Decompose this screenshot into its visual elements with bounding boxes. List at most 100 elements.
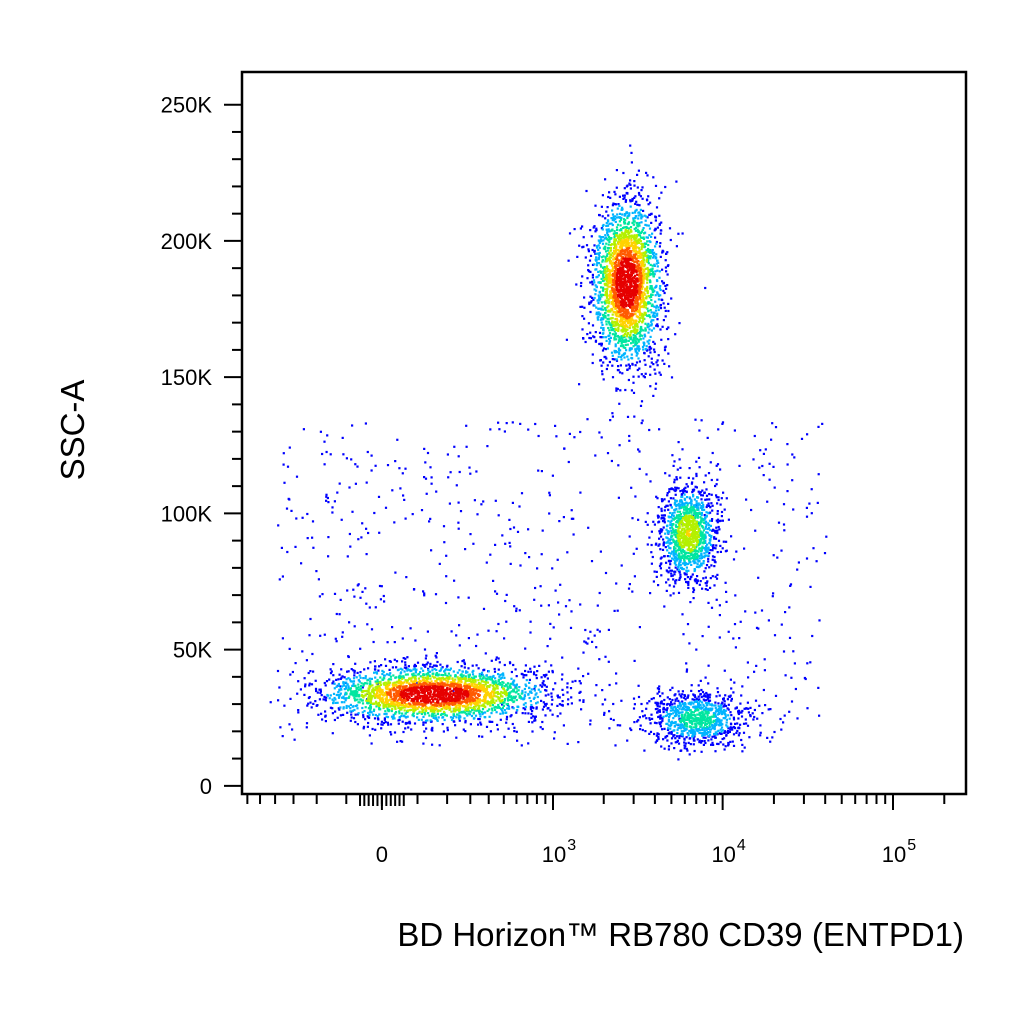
event-dot	[548, 494, 551, 497]
event-dot	[336, 701, 339, 704]
event-dot	[703, 533, 706, 536]
event-dot	[398, 678, 401, 682]
event-dot	[673, 489, 676, 492]
event-dot	[604, 178, 607, 181]
event-dot	[707, 548, 710, 551]
event-dot	[584, 256, 587, 259]
event-dot	[657, 261, 660, 264]
event-dot	[603, 237, 606, 240]
event-dot	[650, 319, 653, 322]
event-dot	[715, 710, 718, 713]
event-dot	[704, 474, 707, 477]
event-dot	[670, 506, 673, 509]
event-dot	[617, 203, 620, 206]
event-dot	[669, 703, 672, 706]
event-dot	[710, 478, 713, 482]
event-dot	[700, 564, 703, 567]
event-dot	[349, 688, 352, 691]
event-dot	[624, 200, 627, 203]
event-dot	[626, 216, 629, 220]
event-dot	[605, 250, 608, 253]
event-dot	[685, 501, 688, 504]
event-dot	[467, 676, 470, 679]
event-dot	[656, 707, 659, 710]
event-dot	[608, 317, 611, 320]
event-dot	[602, 273, 605, 276]
event-dot	[528, 696, 531, 700]
event-dot	[673, 554, 676, 557]
event-dot	[485, 674, 488, 677]
event-dot	[718, 604, 721, 607]
event-dot	[635, 332, 638, 335]
event-dot	[432, 716, 435, 719]
event-dot	[655, 722, 658, 725]
event-dot	[699, 711, 702, 714]
event-dot	[720, 497, 723, 500]
event-dot	[647, 309, 650, 313]
event-dot	[523, 694, 527, 697]
event-dot	[593, 288, 596, 291]
event-dot	[350, 458, 353, 461]
event-dot	[331, 712, 334, 715]
event-dot	[534, 586, 537, 590]
event-dot	[696, 738, 699, 741]
event-dot	[658, 690, 661, 693]
event-dot	[656, 711, 659, 714]
event-dot	[656, 269, 659, 272]
event-dot	[707, 682, 710, 685]
event-dot	[619, 218, 623, 221]
event-dot	[399, 672, 402, 675]
event-dot	[291, 728, 294, 731]
event-dot	[560, 703, 563, 706]
event-dot	[681, 562, 684, 565]
event-dot	[544, 689, 547, 692]
event-dot	[623, 194, 626, 197]
event-dot	[668, 227, 672, 230]
event-dot	[632, 345, 635, 348]
event-dot	[709, 529, 712, 532]
event-dot	[329, 672, 333, 675]
event-dot	[422, 590, 425, 593]
event-dot	[308, 634, 311, 637]
event-dot	[683, 559, 686, 562]
event-dot	[493, 670, 497, 673]
event-dot	[694, 717, 697, 720]
event-dot	[423, 594, 426, 597]
event-dot	[786, 443, 789, 446]
event-dot	[658, 276, 661, 279]
event-dot	[596, 604, 599, 607]
event-dot	[465, 670, 468, 673]
event-dot	[803, 676, 806, 680]
event-dot	[334, 698, 337, 701]
event-dot	[354, 713, 357, 716]
event-dot	[695, 500, 698, 503]
event-dot	[668, 584, 671, 587]
event-dot	[717, 711, 720, 714]
event-dot	[454, 678, 457, 681]
event-dot	[818, 619, 821, 622]
event-dot	[697, 550, 700, 553]
event-dot	[651, 293, 654, 296]
event-dot	[382, 706, 385, 709]
event-dot	[520, 744, 523, 747]
event-dot	[387, 705, 390, 708]
event-dot	[345, 681, 348, 684]
event-dot	[342, 682, 345, 685]
event-dot	[464, 730, 467, 733]
event-dot	[612, 215, 615, 218]
event-dot	[364, 718, 367, 721]
event-dot	[306, 537, 309, 540]
event-dot	[728, 730, 731, 733]
event-dot	[704, 554, 707, 558]
event-dot	[662, 738, 665, 741]
event-dot	[723, 712, 726, 716]
event-dot	[343, 688, 346, 691]
event-dot	[527, 720, 530, 723]
event-dot	[466, 714, 469, 717]
event-dot	[386, 673, 389, 676]
event-dot	[700, 695, 703, 699]
event-dot	[346, 589, 349, 592]
event-dot	[777, 521, 781, 524]
event-dot	[329, 706, 332, 709]
event-dot	[667, 338, 670, 341]
